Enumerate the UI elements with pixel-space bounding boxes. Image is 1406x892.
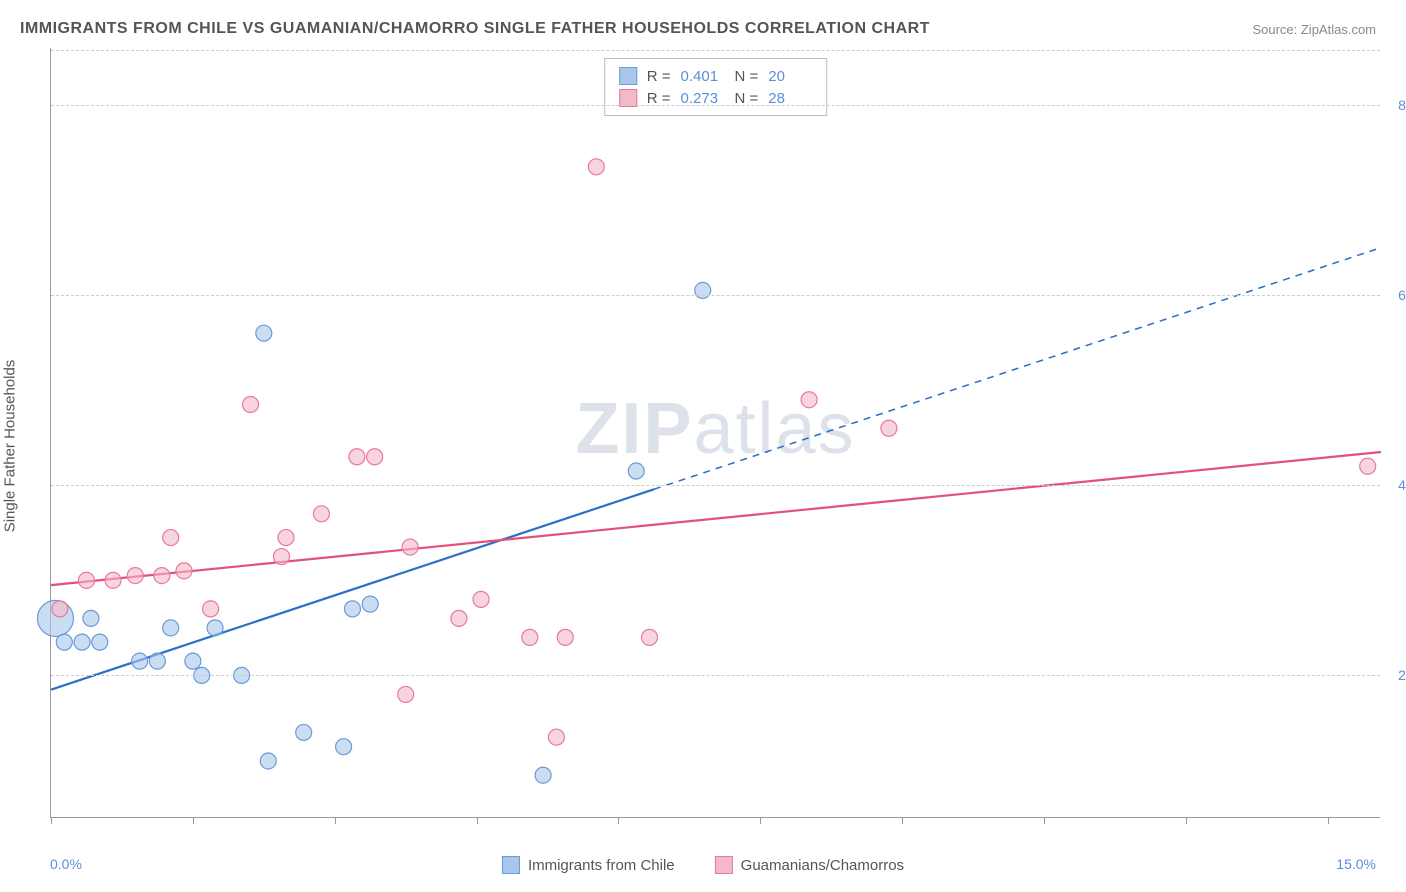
x-tick <box>902 817 903 824</box>
x-tick <box>51 817 52 824</box>
data-point-guam <box>548 729 564 745</box>
data-point-chile <box>535 767 551 783</box>
trendline-guam <box>51 452 1381 585</box>
y-tick-label: 8.0% <box>1385 97 1406 113</box>
data-point-chile <box>628 463 644 479</box>
data-point-chile <box>256 325 272 341</box>
source-attribution: Source: ZipAtlas.com <box>1252 22 1376 37</box>
n-value-chile: 20 <box>768 68 812 85</box>
data-point-guam <box>52 601 68 617</box>
chart-title: IMMIGRANTS FROM CHILE VS GUAMANIAN/CHAMO… <box>20 20 930 38</box>
data-point-guam <box>154 568 170 584</box>
data-point-guam <box>105 572 121 588</box>
data-point-guam <box>522 629 538 645</box>
x-tick <box>1044 817 1045 824</box>
data-point-chile <box>336 739 352 755</box>
data-point-chile <box>260 753 276 769</box>
r-value-guam: 0.273 <box>681 90 725 107</box>
stats-legend-box: R = 0.401 N = 20 R = 0.273 N = 28 <box>604 58 828 116</box>
data-point-guam <box>243 396 259 412</box>
data-point-guam <box>278 530 294 546</box>
bottom-legend: Immigrants from Chile Guamanians/Chamorr… <box>502 856 904 874</box>
legend-swatch-guam <box>715 856 733 874</box>
gridline <box>51 105 1380 106</box>
swatch-chile <box>619 67 637 85</box>
x-axis-max-label: 15.0% <box>1336 856 1376 872</box>
data-point-guam <box>1360 458 1376 474</box>
legend-label-chile: Immigrants from Chile <box>528 857 675 874</box>
data-point-chile <box>149 653 165 669</box>
data-point-chile <box>56 634 72 650</box>
y-tick-label: 2.0% <box>1385 667 1406 683</box>
data-point-chile <box>362 596 378 612</box>
data-point-guam <box>451 610 467 626</box>
x-tick <box>760 817 761 824</box>
data-point-guam <box>473 591 489 607</box>
data-point-guam <box>588 159 604 175</box>
gridline <box>51 295 1380 296</box>
x-tick <box>1328 817 1329 824</box>
data-point-chile <box>296 724 312 740</box>
data-point-chile <box>132 653 148 669</box>
legend-swatch-chile <box>502 856 520 874</box>
data-point-guam <box>642 629 658 645</box>
r-value-chile: 0.401 <box>681 68 725 85</box>
data-point-guam <box>398 686 414 702</box>
n-value-guam: 28 <box>768 90 812 107</box>
plot-svg <box>51 48 1380 817</box>
legend-item-guam: Guamanians/Chamorros <box>715 856 904 874</box>
data-point-guam <box>801 392 817 408</box>
x-tick <box>477 817 478 824</box>
data-point-chile <box>74 634 90 650</box>
data-point-chile <box>83 610 99 626</box>
data-point-chile <box>207 620 223 636</box>
data-point-guam <box>881 420 897 436</box>
trendline-dashed-chile <box>654 248 1381 490</box>
data-point-chile <box>163 620 179 636</box>
legend-item-chile: Immigrants from Chile <box>502 856 675 874</box>
y-tick-label: 4.0% <box>1385 477 1406 493</box>
data-point-chile <box>344 601 360 617</box>
legend-label-guam: Guamanians/Chamorros <box>741 857 904 874</box>
x-axis-min-label: 0.0% <box>50 856 82 872</box>
y-axis-title: Single Father Households <box>2 360 19 533</box>
x-tick <box>1186 817 1187 824</box>
scatter-plot-area: ZIPatlas R = 0.401 N = 20 R = 0.273 N = … <box>50 48 1380 818</box>
data-point-guam <box>313 506 329 522</box>
gridline <box>51 485 1380 486</box>
data-point-guam <box>367 449 383 465</box>
data-point-guam <box>402 539 418 555</box>
stats-row-chile: R = 0.401 N = 20 <box>619 65 813 87</box>
gridline <box>51 50 1380 51</box>
x-tick <box>335 817 336 824</box>
x-tick <box>618 817 619 824</box>
data-point-guam <box>127 568 143 584</box>
data-point-guam <box>203 601 219 617</box>
data-point-guam <box>349 449 365 465</box>
data-point-guam <box>557 629 573 645</box>
x-tick <box>193 817 194 824</box>
data-point-guam <box>274 549 290 565</box>
data-point-chile <box>92 634 108 650</box>
data-point-chile <box>185 653 201 669</box>
data-point-guam <box>78 572 94 588</box>
data-point-guam <box>163 530 179 546</box>
gridline <box>51 675 1380 676</box>
y-tick-label: 6.0% <box>1385 287 1406 303</box>
data-point-guam <box>176 563 192 579</box>
